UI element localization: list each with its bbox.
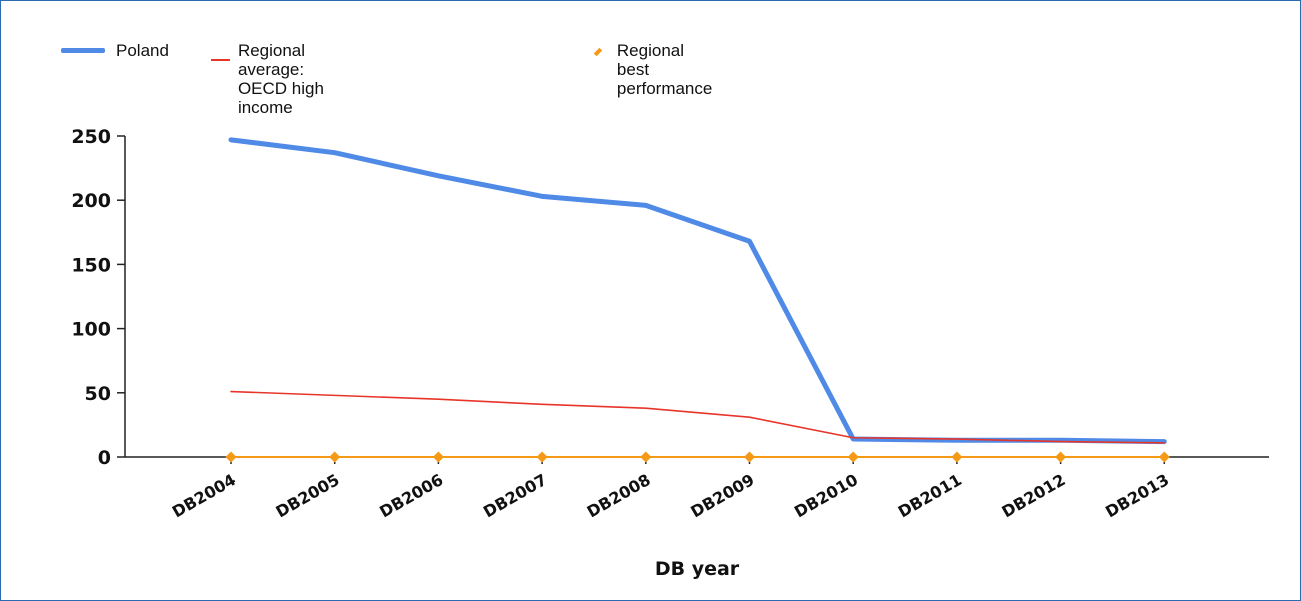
x-axis-title: DB year <box>655 558 740 580</box>
data-point-regional-best-performance <box>536 451 548 463</box>
legend-label-regional-average-line1: Regional average: OECD high <box>237 41 324 98</box>
legend-item-poland[interactable]: Poland <box>61 41 169 60</box>
data-point-regional-best-performance <box>225 451 237 463</box>
data-point-regional-best-performance <box>432 451 444 463</box>
legend-label-poland: Poland <box>116 41 169 60</box>
x-tick-label: DB2004 <box>169 470 239 521</box>
x-tick-label: DB2008 <box>584 470 654 521</box>
x-tick-label: DB2006 <box>376 470 446 521</box>
data-point-regional-best-performance <box>847 451 859 463</box>
x-tick-label: DB2007 <box>480 470 550 521</box>
y-tick-label: 50 <box>85 383 111 405</box>
data-point-regional-best-performance <box>744 451 755 463</box>
legend-swatch-regional-average <box>211 59 230 61</box>
data-point-regional-best-performance <box>640 451 652 463</box>
x-tick-label: DB2010 <box>791 470 861 521</box>
data-point-regional-best-performance <box>951 451 963 463</box>
legend-swatch-poland <box>61 48 105 53</box>
y-tick-label: 0 <box>98 447 111 469</box>
legend-item-regional-best[interactable]: Regional best performance <box>586 41 716 98</box>
data-point-regional-best-performance <box>329 451 341 463</box>
y-tick-label: 250 <box>71 126 111 148</box>
series-line-regional-average-oecd-high-income <box>230 390 1166 444</box>
y-tick-label: 150 <box>71 254 111 276</box>
y-tick-label: 100 <box>71 319 111 341</box>
x-tick-label: DB2005 <box>273 470 343 521</box>
x-tick-label: DB2011 <box>895 470 965 521</box>
legend-label-regional-average-line2: income <box>237 98 293 117</box>
x-tick-label: DB2013 <box>1102 470 1172 521</box>
data-point-regional-best-performance <box>1158 451 1170 463</box>
legend-label-regional-average: Regional average: OECD high income <box>238 41 332 117</box>
legend-label-regional-best: Regional best performance <box>616 41 713 98</box>
x-tick-label: DB2012 <box>998 470 1068 521</box>
legend-item-regional-average[interactable]: Regional average: OECD high income <box>211 41 332 117</box>
data-point-regional-best-performance <box>1055 451 1067 463</box>
y-tick-label: 200 <box>71 190 111 212</box>
x-tick-label: DB2009 <box>687 470 757 521</box>
